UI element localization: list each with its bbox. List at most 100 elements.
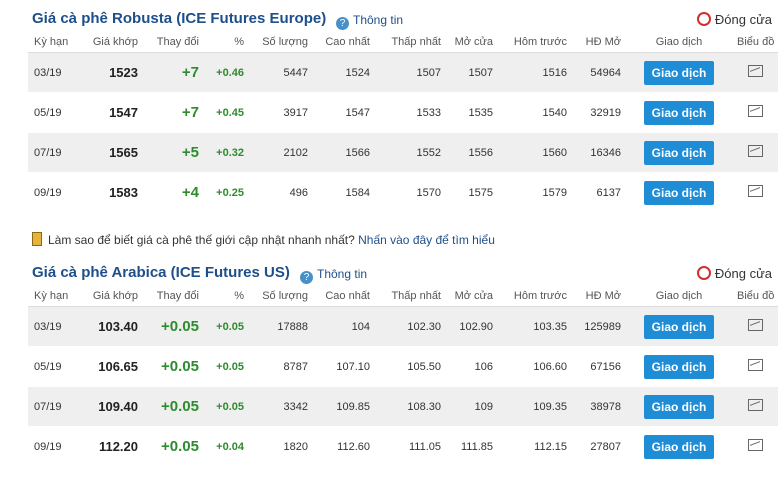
cell: 1820 bbox=[248, 426, 312, 467]
cell: 1552 bbox=[374, 132, 445, 173]
cell: +0.04 bbox=[203, 426, 248, 467]
cell: +4 bbox=[142, 172, 203, 213]
status: Đóng cửa bbox=[696, 12, 772, 27]
cell: 09/19 bbox=[28, 426, 85, 467]
price-row: 05/19 106.65 +0.05 +0.05 8787 107.10 105.50 106… bbox=[28, 346, 778, 387]
cell: +0.05 bbox=[142, 306, 203, 347]
chart-cell bbox=[733, 426, 778, 467]
trade-cell: Giao dịch bbox=[625, 306, 733, 347]
trade-button[interactable]: Giao dịch bbox=[643, 100, 715, 125]
header-row: Kỳ hạn Giá khớp Thay đổi% Số lượng Cao nhất T… bbox=[28, 32, 778, 53]
column-header: Giao dịch bbox=[625, 32, 733, 53]
cell: 1516 bbox=[497, 52, 571, 93]
price-row: 07/19 109.40 +0.05 +0.05 3342 109.85 108.30 109… bbox=[28, 386, 778, 427]
cell: 2102 bbox=[248, 132, 312, 173]
cell: 17888 bbox=[248, 306, 312, 347]
cell: 112.20 bbox=[85, 426, 142, 467]
column-header: Mở cửa bbox=[445, 286, 497, 307]
note: Làm sao để biết giá cà phê thế giới cập … bbox=[32, 232, 495, 247]
section-title: Giá cà phê Robusta (ICE Futures Europe) bbox=[32, 10, 327, 27]
chart-icon[interactable] bbox=[748, 105, 763, 117]
info-link[interactable]: ? Thông tin bbox=[300, 267, 367, 284]
chart-icon[interactable] bbox=[748, 359, 763, 371]
status-text: Đóng cửa bbox=[714, 266, 772, 281]
info-link[interactable]: ? Thông tin bbox=[336, 13, 403, 30]
cell: 102.30 bbox=[374, 306, 445, 347]
trade-button[interactable]: Giao dịch bbox=[643, 180, 715, 205]
chart-icon[interactable] bbox=[748, 145, 763, 157]
table-body: 03/19 103.40 +0.05 +0.05 17888 104 102.30 102.9… bbox=[28, 306, 778, 467]
info-text[interactable]: Thông tin bbox=[317, 267, 368, 281]
chart-cell bbox=[733, 346, 778, 387]
cell: +0.32 bbox=[203, 132, 248, 173]
cell: 6137 bbox=[571, 172, 625, 213]
price-row: 07/19 1565 +5 +0.32 2102 1566 1552 1556 1560 1634… bbox=[28, 132, 778, 173]
trade-button[interactable]: Giao dịch bbox=[643, 394, 715, 419]
price-row: 09/19 112.20 +0.05 +0.04 1820 112.60 111.05 111… bbox=[28, 426, 778, 467]
cell: 03/19 bbox=[28, 52, 85, 93]
cell: 05/19 bbox=[28, 92, 85, 133]
cell: +7 bbox=[142, 92, 203, 133]
section-header: Giá cà phê Robusta (ICE Futures Europe)?… bbox=[28, 8, 778, 32]
trade-button[interactable]: Giao dịch bbox=[643, 60, 715, 85]
column-header: Giá khớp bbox=[85, 286, 142, 307]
cell: 1579 bbox=[497, 172, 571, 213]
trade-button[interactable]: Giao dịch bbox=[643, 354, 715, 379]
cell: 1583 bbox=[85, 172, 142, 213]
cell: +0.05 bbox=[203, 346, 248, 387]
table-body: 03/19 1523 +7 +0.46 5447 1524 1507 1507 1516 5496… bbox=[28, 52, 778, 213]
column-header: Hôm trước bbox=[497, 32, 571, 53]
price-row: 03/19 103.40 +0.05 +0.05 17888 104 102.30 102.9… bbox=[28, 306, 778, 347]
cell: 106.65 bbox=[85, 346, 142, 387]
section-title: Giá cà phê Arabica (ICE Futures US) bbox=[32, 264, 290, 281]
column-header: Kỳ hạn bbox=[28, 286, 85, 307]
cell: 108.30 bbox=[374, 386, 445, 427]
cell: 103.35 bbox=[497, 306, 571, 347]
cell: 1533 bbox=[374, 92, 445, 133]
column-header: HĐ Mở bbox=[571, 32, 625, 53]
chart-cell bbox=[733, 306, 778, 347]
trade-button[interactable]: Giao dịch bbox=[643, 314, 715, 339]
trade-cell: Giao dịch bbox=[625, 132, 733, 173]
cell: 1556 bbox=[445, 132, 497, 173]
chart-icon[interactable] bbox=[748, 319, 763, 331]
note-question: Làm sao để biết giá cà phê thế giới cập … bbox=[48, 233, 355, 247]
column-header: Kỳ hạn bbox=[28, 32, 85, 53]
trade-button[interactable]: Giao dịch bbox=[643, 140, 715, 165]
cell: 32919 bbox=[571, 92, 625, 133]
chart-icon[interactable] bbox=[748, 65, 763, 77]
trade-cell: Giao dịch bbox=[625, 386, 733, 427]
cell: 09/19 bbox=[28, 172, 85, 213]
cell: 106 bbox=[445, 346, 497, 387]
chart-icon[interactable] bbox=[748, 439, 763, 451]
column-header: Giao dịch bbox=[625, 286, 733, 307]
column-header: Cao nhất bbox=[312, 286, 374, 307]
column-header: % bbox=[203, 32, 248, 53]
cell: +0.46 bbox=[203, 52, 248, 93]
cell: +0.45 bbox=[203, 92, 248, 133]
cell: 5447 bbox=[248, 52, 312, 93]
cell: +0.05 bbox=[142, 426, 203, 467]
status-text: Đóng cửa bbox=[714, 12, 772, 27]
cell: 103.40 bbox=[85, 306, 142, 347]
info-text[interactable]: Thông tin bbox=[353, 13, 404, 27]
column-header: Cao nhất bbox=[312, 32, 374, 53]
cell: 1507 bbox=[445, 52, 497, 93]
cell: 1570 bbox=[374, 172, 445, 213]
chart-icon[interactable] bbox=[748, 399, 763, 411]
clock-icon bbox=[696, 12, 711, 26]
section: Giá cà phê Robusta (ICE Futures Europe)?… bbox=[28, 8, 778, 213]
column-header: Giá khớp bbox=[85, 32, 142, 53]
trade-button[interactable]: Giao dịch bbox=[643, 434, 715, 459]
price-row: 05/19 1547 +7 +0.45 3917 1547 1533 1535 1540 3291… bbox=[28, 92, 778, 133]
note-link[interactable]: Nhấn vào đây để tìm hiểu bbox=[358, 233, 495, 247]
cell: 1524 bbox=[312, 52, 374, 93]
cell: 1584 bbox=[312, 172, 374, 213]
chart-icon[interactable] bbox=[748, 185, 763, 197]
cell: 1535 bbox=[445, 92, 497, 133]
cell: 109.85 bbox=[312, 386, 374, 427]
chart-cell bbox=[733, 386, 778, 427]
cell: 496 bbox=[248, 172, 312, 213]
trade-cell: Giao dịch bbox=[625, 52, 733, 93]
